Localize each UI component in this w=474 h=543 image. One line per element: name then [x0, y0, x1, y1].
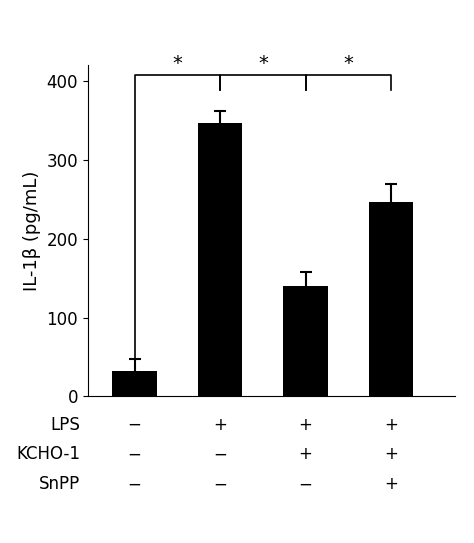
Text: −: − — [128, 475, 142, 493]
Text: −: − — [128, 415, 142, 433]
Bar — [369, 201, 413, 396]
Bar — [112, 371, 157, 396]
Text: SnPP: SnPP — [39, 475, 80, 493]
Y-axis label: IL-1β (pg/mL): IL-1β (pg/mL) — [23, 171, 41, 291]
Text: +: + — [384, 475, 398, 493]
Text: +: + — [384, 445, 398, 463]
Text: *: * — [343, 54, 353, 73]
Text: +: + — [299, 415, 312, 433]
Text: −: − — [213, 445, 227, 463]
Bar — [283, 286, 328, 396]
Bar — [198, 123, 242, 396]
Text: −: − — [299, 475, 312, 493]
Text: LPS: LPS — [50, 415, 80, 433]
Text: −: − — [213, 475, 227, 493]
Text: *: * — [258, 54, 268, 73]
Text: +: + — [384, 415, 398, 433]
Text: +: + — [213, 415, 227, 433]
Text: KCHO-1: KCHO-1 — [16, 445, 80, 463]
Text: +: + — [299, 445, 312, 463]
Text: *: * — [173, 54, 182, 73]
Text: −: − — [128, 445, 142, 463]
